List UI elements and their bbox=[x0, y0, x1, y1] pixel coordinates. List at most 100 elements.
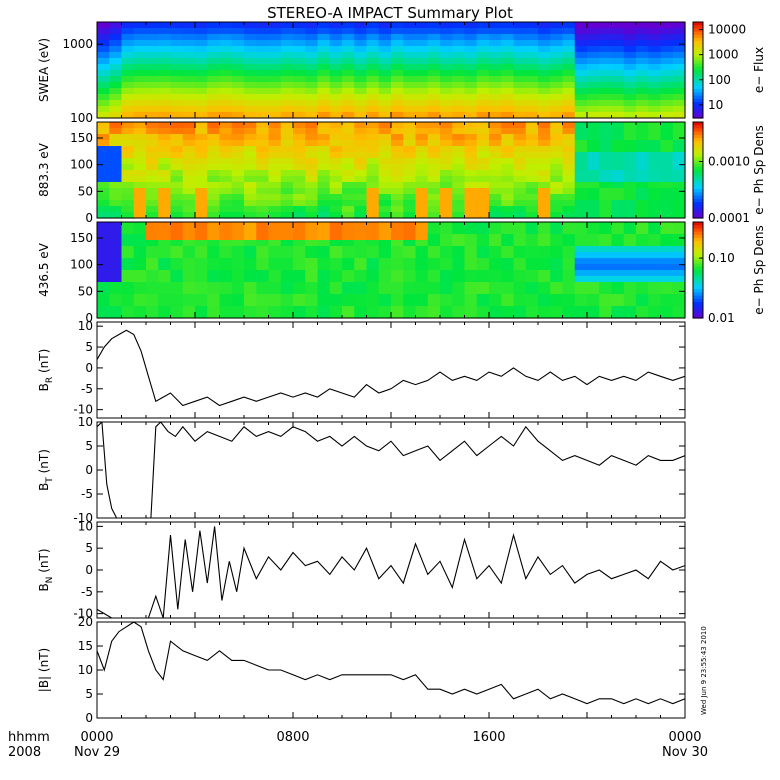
heatmap-cell bbox=[256, 134, 270, 141]
heatmap-cell bbox=[660, 240, 674, 247]
heatmap-cell bbox=[244, 194, 257, 201]
heatmap-cell bbox=[354, 134, 368, 141]
heatmap-cell bbox=[550, 52, 564, 59]
heatmap-cell bbox=[366, 128, 380, 135]
heatmap-cell bbox=[354, 164, 368, 171]
heatmap-cell bbox=[415, 52, 429, 59]
heatmap-cell bbox=[231, 64, 245, 71]
heatmap-cell bbox=[170, 206, 184, 213]
heatmap-cell bbox=[354, 234, 368, 241]
heatmap-cell bbox=[207, 28, 221, 35]
heatmap-cell bbox=[562, 312, 576, 319]
heatmap-cell bbox=[648, 158, 662, 165]
heatmap-cell bbox=[231, 140, 245, 147]
heatmap-cell bbox=[464, 246, 478, 253]
heatmap-cell bbox=[354, 112, 368, 119]
heatmap-cell bbox=[342, 34, 355, 41]
heatmap-cell bbox=[280, 240, 294, 247]
heatmap-cell bbox=[366, 34, 380, 41]
heatmap-cell bbox=[182, 158, 196, 165]
heatmap-cell bbox=[648, 194, 662, 201]
heatmap-cell bbox=[525, 200, 539, 207]
heatmap-cell bbox=[599, 76, 613, 83]
heatmap-cell bbox=[672, 88, 686, 95]
heatmap-cell bbox=[452, 240, 466, 247]
heatmap-cell bbox=[660, 70, 674, 77]
heatmap-cell bbox=[599, 170, 613, 177]
heatmap-cell bbox=[207, 100, 221, 107]
heatmap-cell bbox=[342, 46, 355, 53]
heatmap-cell bbox=[293, 170, 306, 177]
heatmap-cell bbox=[305, 58, 319, 65]
colorbar-segment bbox=[693, 189, 703, 193]
heatmap-cell bbox=[97, 106, 110, 113]
heatmap-cell bbox=[464, 270, 478, 277]
heatmap-cell bbox=[415, 134, 429, 141]
heatmap-cell bbox=[672, 140, 686, 147]
heatmap-cell bbox=[550, 240, 564, 247]
heatmap-cell bbox=[440, 170, 453, 177]
heatmap-cell bbox=[378, 246, 392, 253]
heatmap-cell bbox=[464, 64, 478, 71]
heatmap-cell bbox=[256, 170, 270, 177]
heatmap-cell bbox=[501, 64, 515, 71]
heatmap-cell bbox=[366, 228, 380, 235]
heatmap-cell bbox=[403, 158, 417, 165]
heatmap-cell bbox=[403, 106, 417, 113]
heatmap-cell bbox=[256, 264, 270, 271]
heatmap-cell bbox=[391, 234, 404, 241]
heatmap-cell bbox=[391, 240, 404, 247]
heatmap-cell bbox=[97, 306, 110, 313]
heatmap-cell bbox=[305, 122, 319, 129]
heatmap-cell bbox=[146, 158, 159, 165]
heatmap-cell bbox=[489, 70, 502, 77]
heatmap-cell bbox=[305, 40, 319, 47]
colorbar-segment bbox=[693, 176, 703, 181]
heatmap-cell bbox=[574, 212, 588, 219]
heatmap-cell bbox=[550, 152, 564, 159]
heatmap-cell bbox=[648, 64, 662, 71]
series-line-br bbox=[97, 329, 685, 407]
heatmap-cell bbox=[403, 294, 417, 301]
heatmap-cell bbox=[427, 34, 441, 41]
heatmap-cell bbox=[378, 46, 392, 53]
heatmap-cell bbox=[427, 140, 441, 147]
heatmap-cell bbox=[403, 88, 417, 95]
heatmap-cell bbox=[550, 76, 564, 83]
heatmap-cell bbox=[489, 164, 502, 171]
y-tick-label: 5 bbox=[85, 439, 93, 453]
heatmap-cell bbox=[256, 88, 270, 95]
heatmap-cell bbox=[538, 170, 551, 177]
heatmap-cell bbox=[354, 194, 368, 201]
heatmap-cell bbox=[672, 258, 686, 265]
heatmap-cell bbox=[623, 164, 637, 171]
heatmap-cell bbox=[672, 64, 686, 71]
heatmap-cell bbox=[427, 270, 441, 277]
heatmap-cell bbox=[464, 312, 478, 319]
heatmap-cell bbox=[342, 164, 355, 171]
heatmap-cell bbox=[219, 240, 233, 247]
heatmap-cell bbox=[476, 312, 490, 319]
heatmap-cell bbox=[329, 312, 343, 319]
y-tick-label: 0 bbox=[85, 711, 93, 725]
heatmap-cell bbox=[550, 58, 564, 65]
heatmap-cell bbox=[403, 288, 417, 295]
heatmap-cell bbox=[525, 128, 539, 135]
heatmap-cell bbox=[133, 88, 147, 95]
heatmap-cell bbox=[329, 100, 343, 107]
heatmap-cell bbox=[403, 170, 417, 177]
heatmap-cell bbox=[440, 106, 453, 113]
heatmap-cell bbox=[317, 264, 331, 271]
heatmap-cell bbox=[636, 88, 649, 95]
heatmap-cell bbox=[427, 158, 441, 165]
heatmap-cell bbox=[244, 34, 257, 41]
heatmap-cell bbox=[170, 94, 184, 101]
heatmap-cell bbox=[329, 258, 343, 265]
heatmap-cell bbox=[513, 252, 527, 259]
heatmap-cell bbox=[195, 270, 208, 277]
heatmap-cell bbox=[317, 258, 331, 265]
heatmap-cell bbox=[256, 58, 270, 65]
heatmap-cell bbox=[195, 164, 208, 171]
heatmap-cell bbox=[672, 206, 686, 213]
heatmap-cell bbox=[158, 176, 172, 183]
